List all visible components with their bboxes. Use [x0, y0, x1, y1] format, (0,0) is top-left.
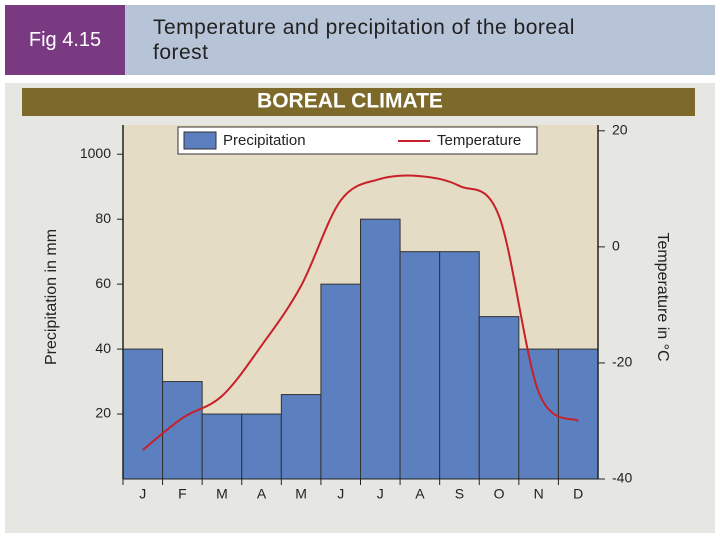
legend-label: Temperature: [437, 132, 521, 149]
legend-box: [177, 126, 538, 155]
bar: [478, 316, 520, 480]
y2-tick-label: -20: [612, 354, 632, 370]
x-tick-label: D: [573, 486, 583, 502]
y-axis-label: Precipitation in mm: [43, 229, 60, 365]
x-tick-label: S: [455, 486, 464, 502]
temperature-line: [142, 174, 579, 451]
bar: [320, 283, 361, 480]
header-title: Temperature and precipitation of the bor…: [153, 16, 575, 64]
y-tick-label: 1000: [80, 145, 111, 161]
bar: [557, 348, 599, 480]
bar: [439, 251, 480, 480]
x-tick-label: M: [295, 486, 307, 502]
y-tick-label: 20: [95, 405, 111, 421]
figure-label: Fig 4.15: [5, 5, 125, 75]
title-band: [22, 88, 695, 116]
x-tick-label: J: [377, 486, 384, 502]
x-tick-label: A: [257, 486, 267, 502]
x-tick-label: A: [415, 486, 425, 502]
bar: [360, 218, 401, 480]
chart-title: BOREAL CLIMATE: [257, 90, 443, 113]
legend-label: Precipitation: [223, 132, 306, 149]
x-tick-label: F: [178, 486, 187, 502]
y2-tick-label: 20: [612, 122, 628, 138]
header: Temperature and precipitation of the bor…: [125, 5, 715, 75]
y2-tick-label: -40: [612, 470, 632, 486]
x-tick-label: J: [337, 486, 344, 502]
legend-swatch: [183, 131, 217, 150]
bar: [280, 394, 322, 480]
bar: [122, 348, 164, 480]
bar: [241, 413, 282, 480]
x-tick-label: N: [534, 486, 544, 502]
y-tick-label: 80: [95, 210, 111, 226]
x-tick-label: J: [139, 486, 146, 502]
y-tick-label: 60: [95, 275, 111, 291]
y-tick-label: 40: [95, 340, 111, 356]
x-tick-label: M: [216, 486, 228, 502]
y2-tick-label: 0: [612, 238, 620, 254]
bar: [399, 251, 441, 480]
bar: [162, 381, 203, 480]
x-tick-label: O: [494, 486, 505, 502]
y2-axis-label: Temperature in °C: [654, 232, 671, 361]
bar: [201, 413, 243, 480]
